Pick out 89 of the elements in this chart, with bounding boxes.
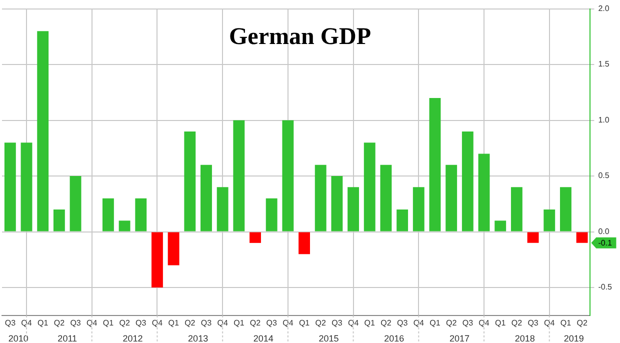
x-tick-label: Q3 [462, 318, 474, 328]
bar [118, 220, 130, 232]
x-tick-label: Q4 [282, 318, 294, 328]
x-tick-label: Q1 [298, 318, 310, 328]
bar [53, 209, 65, 232]
text: German GDP [229, 24, 371, 50]
bar [298, 232, 310, 254]
x-tick-label: Q4 [86, 318, 98, 328]
bar [478, 154, 490, 232]
bar [396, 209, 408, 232]
bar [412, 187, 424, 232]
bar [152, 232, 163, 288]
text: 2012 [122, 333, 143, 343]
bar [494, 220, 506, 232]
text: 2013 [188, 333, 208, 343]
x-tick-label: Q1 [430, 318, 441, 328]
bar [576, 232, 588, 243]
bar [560, 187, 572, 232]
y-tick-label: 1.0 [598, 115, 610, 124]
text: 2019 [564, 333, 584, 343]
x-tick-label: Q1 [234, 318, 245, 328]
x-tick-label: Q2 [446, 318, 458, 328]
bar [135, 198, 147, 232]
bar [20, 142, 32, 232]
bar [4, 142, 16, 232]
x-tick-label: Q3 [266, 318, 278, 328]
bar [200, 164, 212, 232]
text: 2014 [253, 333, 274, 343]
bar [429, 98, 441, 232]
x-tick-label: Q4 [413, 318, 425, 328]
x-tick-label: Q1 [38, 318, 49, 328]
bar [527, 232, 539, 243]
y-tick-label: 1.5 [598, 60, 610, 69]
bar [168, 232, 180, 266]
bar [37, 31, 49, 232]
bar [364, 142, 376, 232]
x-tick-label: Q2 [250, 318, 262, 328]
y-tick-label: 2.0 [598, 4, 610, 14]
x-tick-label: Q3 [136, 318, 147, 328]
x-tick-label: Q4 [348, 318, 360, 328]
text: 2010 [8, 333, 28, 343]
x-tick-label: Q2 [184, 318, 196, 328]
bar [446, 164, 458, 232]
bar [282, 120, 294, 232]
text: 2018 [514, 333, 535, 343]
bar [380, 164, 392, 232]
x-tick-label: Q3 [70, 318, 82, 328]
bar [184, 131, 196, 232]
bar [462, 131, 474, 232]
x-tick-label: Q2 [54, 318, 66, 328]
text: 2017 [449, 333, 470, 343]
x-tick-label: Q3 [332, 318, 343, 328]
bar [70, 176, 82, 232]
x-tick-label: Q1 [168, 318, 180, 328]
x-tick-label: Q3 [396, 318, 408, 328]
x-tick-label: Q4 [217, 318, 228, 328]
x-tick-label: Q4 [21, 318, 32, 328]
x-tick-label: Q4 [544, 318, 556, 328]
x-tick-label: Q2 [380, 318, 392, 328]
text: 2016 [384, 333, 404, 343]
text: 2011 [58, 333, 78, 343]
annotation: -0.1 [598, 238, 613, 248]
x-tick-label: Q3 [200, 318, 212, 328]
bar [331, 176, 343, 232]
bar [544, 209, 556, 232]
bar [348, 187, 360, 232]
x-tick-label: Q1 [560, 318, 572, 328]
x-tick-label: Q4 [478, 318, 490, 328]
bar [266, 198, 278, 232]
y-tick-label: -0.5 [598, 282, 613, 292]
bar [233, 120, 245, 232]
y-tick-label: 0.5 [598, 171, 610, 180]
x-tick-label: Q4 [152, 318, 164, 328]
x-tick-label: Q2 [315, 318, 327, 328]
x-tick-label: Q1 [495, 318, 506, 328]
x-tick-label: Q2 [511, 318, 523, 328]
x-tick-label: Q2 [119, 318, 130, 328]
bar [510, 187, 522, 232]
bar [216, 187, 228, 232]
bar [102, 198, 114, 232]
text: 2015 [318, 333, 339, 343]
x-tick-label: Q3 [4, 318, 16, 328]
y-tick-label: 0.0 [598, 226, 610, 236]
bar [314, 164, 326, 232]
bar [250, 232, 261, 243]
x-tick-label: Q1 [364, 318, 376, 328]
x-tick-label: Q2 [576, 318, 588, 328]
x-tick-label: Q1 [102, 318, 114, 328]
x-tick-label: Q3 [528, 318, 539, 328]
